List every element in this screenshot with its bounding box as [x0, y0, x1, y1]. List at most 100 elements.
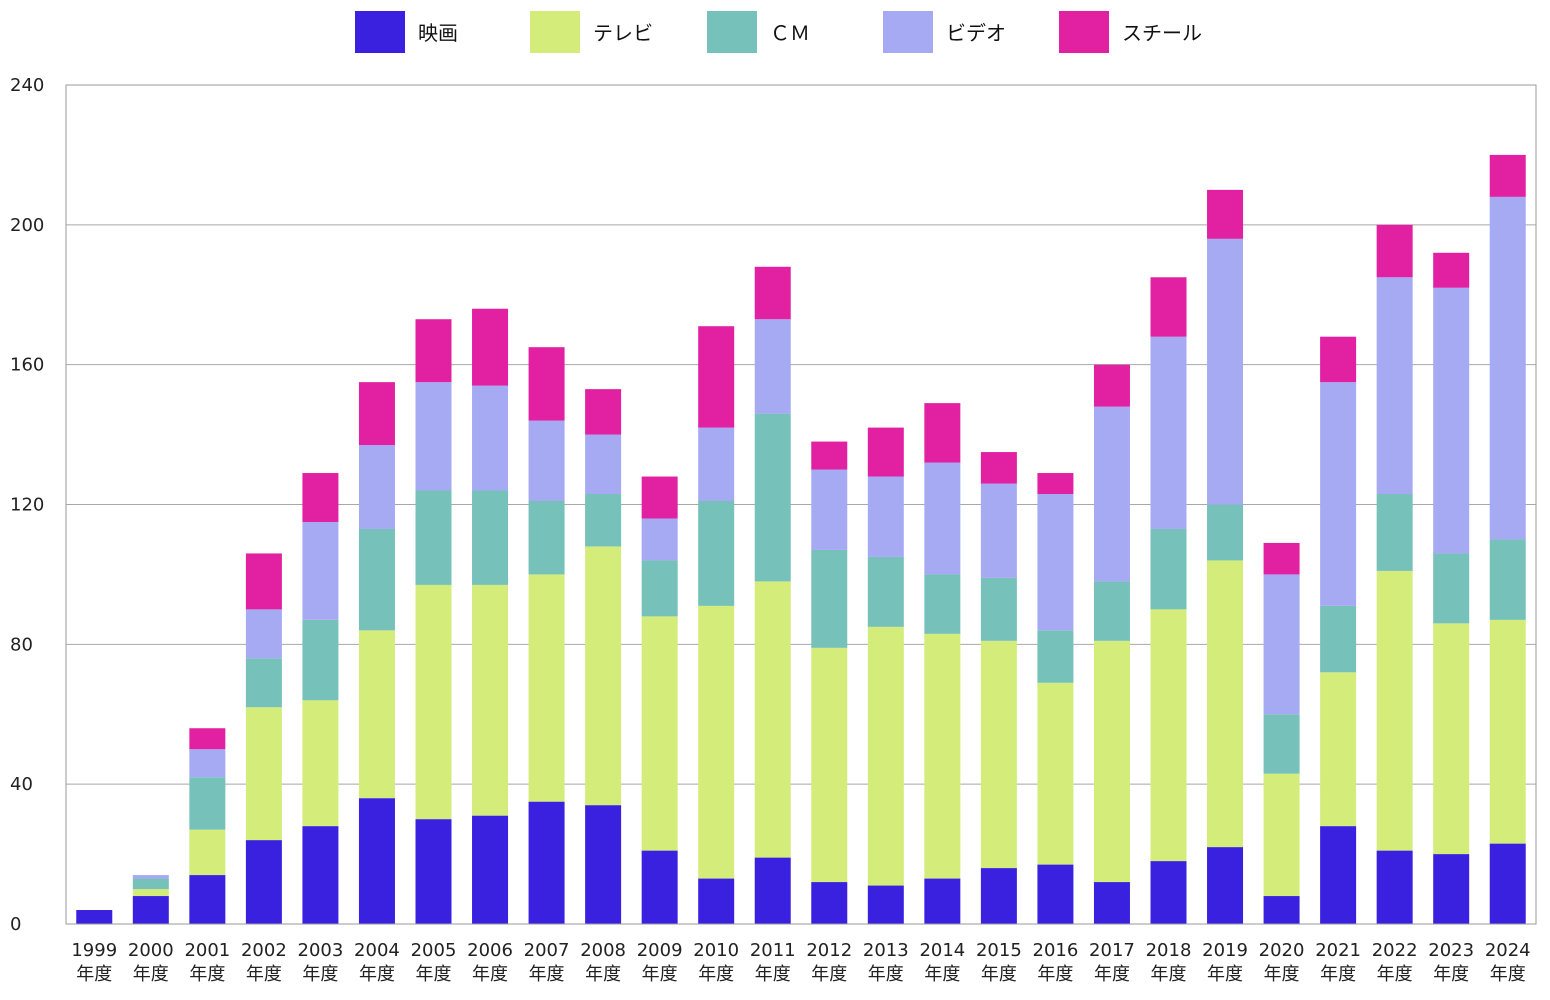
y-tick-label: 40: [10, 774, 33, 795]
bar-2011-2: [754, 413, 791, 582]
bar-2001-3: [189, 749, 226, 778]
bar-2023-2: [1433, 553, 1470, 624]
bar-2018-2: [1150, 528, 1187, 610]
bar-2014-4: [924, 403, 961, 463]
x-tick-label-suffix: 年度: [1037, 964, 1073, 985]
legend-label-0: 映画: [418, 21, 458, 45]
bar-2018-3: [1150, 336, 1187, 529]
bar-2021-3: [1320, 382, 1357, 606]
bar-2022-4: [1376, 224, 1413, 278]
x-tick-label-year: 2014: [919, 940, 965, 961]
bar-2006-3: [472, 385, 509, 491]
bar-2019-3: [1207, 238, 1244, 505]
bar-2009-2: [641, 560, 678, 617]
bar-2010-2: [698, 501, 735, 606]
bar-2012-3: [811, 469, 848, 550]
x-tick-label-suffix: 年度: [246, 964, 282, 985]
bar-2016-0: [1037, 864, 1074, 924]
legend-swatch-0: [355, 11, 405, 53]
x-tick-label-year: 2000: [128, 940, 174, 961]
bar-2022-2: [1376, 494, 1413, 571]
bar-2003-1: [302, 700, 339, 827]
x-tick-label-year: 2019: [1202, 940, 1248, 961]
bar-2015-4: [980, 452, 1017, 484]
bar-2014-3: [924, 462, 961, 575]
bar-2023-1: [1433, 623, 1470, 855]
bar-2022-1: [1376, 570, 1413, 851]
y-tick-label: 80: [10, 634, 33, 655]
bar-2017-3: [1093, 406, 1130, 582]
x-tick-label-suffix: 年度: [1151, 964, 1187, 985]
bar-2011-4: [754, 266, 791, 320]
bar-2013-4: [867, 427, 904, 477]
x-tick-label-suffix: 年度: [1490, 964, 1526, 985]
x-tick-label-suffix: 年度: [1433, 964, 1469, 985]
bar-2012-0: [811, 882, 848, 924]
x-tick-label-suffix: 年度: [1377, 964, 1413, 985]
y-tick-label: 160: [10, 355, 44, 376]
bar-2004-4: [358, 382, 395, 446]
plot-frame: [65, 84, 1537, 925]
bar-2009-4: [641, 476, 678, 519]
bar-2006-1: [472, 584, 509, 816]
x-tick-label-year: 2024: [1485, 940, 1531, 961]
bar-2011-1: [754, 581, 791, 858]
bar-2016-3: [1037, 494, 1074, 631]
bar-2024-3: [1489, 196, 1526, 540]
bar-2013-0: [867, 885, 904, 924]
x-tick-label-year: 2005: [411, 940, 457, 961]
bar-2002-4: [245, 553, 282, 610]
bar-2019-0: [1207, 847, 1244, 924]
bar-2018-0: [1150, 861, 1187, 924]
bar-2004-0: [358, 798, 395, 924]
bar-2004-1: [358, 630, 395, 799]
x-tick-label-suffix: 年度: [1207, 964, 1243, 985]
bar-2021-4: [1320, 336, 1357, 383]
bar-2008-4: [585, 389, 622, 435]
bar-2019-1: [1207, 560, 1244, 848]
legend-label-4: スチール: [1122, 21, 1202, 45]
bar-2005-2: [415, 490, 452, 585]
x-tick-label-year: 2001: [184, 940, 230, 961]
bar-2006-4: [472, 308, 509, 386]
bar-2004-3: [358, 445, 395, 529]
bar-2011-3: [754, 319, 791, 414]
x-tick-label-suffix: 年度: [811, 964, 847, 985]
x-tick-label-suffix: 年度: [416, 964, 452, 985]
legend-label-1: テレビ: [593, 21, 653, 45]
x-tick-label-suffix: 年度: [868, 964, 904, 985]
bar-2003-4: [302, 473, 339, 522]
x-tick-label-year: 2008: [580, 940, 626, 961]
bar-2012-1: [811, 647, 848, 883]
x-tick-label-suffix: 年度: [1094, 964, 1130, 985]
bar-2008-1: [585, 546, 622, 806]
bar-2007-4: [528, 347, 565, 421]
bar-2008-0: [585, 805, 622, 924]
x-tick-label-year: 2023: [1428, 940, 1474, 961]
x-tick-label-suffix: 年度: [133, 964, 169, 985]
bar-2016-2: [1037, 630, 1074, 683]
bar-2023-4: [1433, 252, 1470, 288]
bar-2001-4: [189, 728, 226, 750]
y-tick-label: 240: [10, 75, 44, 96]
legend: 映画 テレビ ＣＭ ビデオ スチール: [355, 11, 1202, 53]
bar-2013-2: [867, 556, 904, 627]
x-tick-label-suffix: 年度: [642, 964, 678, 985]
bar-2005-4: [415, 319, 452, 383]
x-tick-label-suffix: 年度: [755, 964, 791, 985]
x-tick-label-year: 1999: [71, 940, 117, 961]
x-tick-label-suffix: 年度: [189, 964, 225, 985]
x-tick-label-year: 2003: [298, 940, 344, 961]
bar-2021-1: [1320, 672, 1357, 827]
bar-2022-3: [1376, 277, 1413, 495]
bar-2014-0: [924, 878, 961, 924]
legend-swatch-4: [1059, 11, 1109, 53]
bar-2003-3: [302, 521, 339, 620]
bar-2002-0: [245, 840, 282, 924]
x-tick-label-year: 2016: [1033, 940, 1079, 961]
bar-2022-0: [1376, 850, 1413, 924]
x-tick-label-year: 2012: [806, 940, 852, 961]
bar-2019-4: [1207, 189, 1244, 239]
bar-2010-3: [698, 427, 735, 502]
bar-2007-0: [528, 801, 565, 924]
